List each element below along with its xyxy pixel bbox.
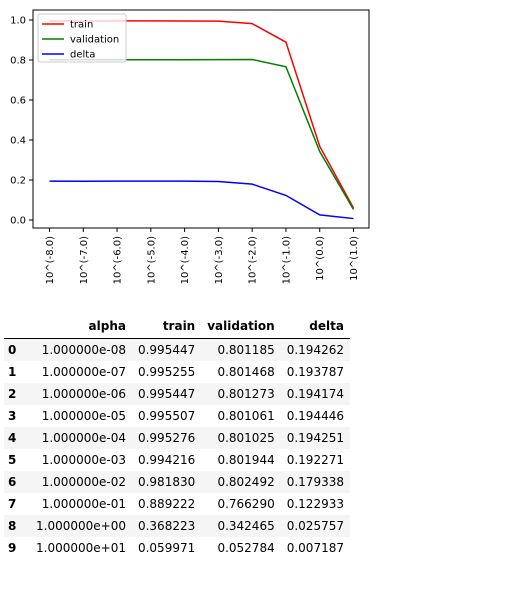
cell-alpha: 1.000000e-04 bbox=[41, 431, 126, 445]
x-tick-label: 10^(-4.0) bbox=[180, 236, 191, 285]
column-header-validation: validation bbox=[201, 314, 281, 339]
row-index: 5 bbox=[8, 453, 17, 467]
cell-delta: 0.193787 bbox=[286, 365, 344, 379]
cell-delta: 0.192271 bbox=[286, 453, 344, 467]
cell-validation: 0.801185 bbox=[217, 343, 275, 357]
row-index: 2 bbox=[8, 387, 17, 401]
cell-validation: 0.802492 bbox=[217, 475, 275, 489]
cell-alpha: 1.000000e-08 bbox=[41, 343, 126, 357]
row-index: 1 bbox=[8, 365, 17, 379]
x-tick-label: 10^(-6.0) bbox=[113, 236, 124, 285]
row-index: 0 bbox=[8, 343, 17, 357]
cell-validation: 0.801061 bbox=[217, 409, 275, 423]
cell-delta: 0.194446 bbox=[286, 409, 344, 423]
cell-validation: 0.801025 bbox=[217, 431, 275, 445]
cell-validation: 0.766290 bbox=[217, 497, 275, 511]
table-row: 1 1.000000e-07 0.995255 0.801468 0.19378… bbox=[4, 361, 350, 383]
table-row: 4 1.000000e-04 0.995276 0.801025 0.19425… bbox=[4, 427, 350, 449]
cell-alpha: 1.000000e+01 bbox=[36, 541, 126, 555]
cell-validation: 0.801273 bbox=[217, 387, 275, 401]
row-index: 3 bbox=[8, 409, 17, 423]
cell-train: 0.995447 bbox=[137, 387, 196, 401]
x-tick-label: 10^(-8.0) bbox=[45, 236, 56, 285]
row-index: 6 bbox=[8, 475, 17, 489]
x-tick-label: 10^(-3.0) bbox=[214, 236, 225, 285]
y-tick-label: 0.6 bbox=[10, 96, 26, 107]
y-tick-label: 0.4 bbox=[10, 136, 26, 147]
table-row: 9 1.000000e+01 0.059971 0.052784 0.00718… bbox=[4, 537, 350, 559]
cell-validation: 0.342465 bbox=[217, 519, 275, 533]
line-chart: 0.0 0.2 0.4 0.6 0.8 1.0 10^(-8.0) 10^(-7.0) 10^… bbox=[10, 9, 370, 285]
cell-train: 0.981830 bbox=[137, 475, 196, 489]
table-row: 7 1.000000e-01 0.889222 0.766290 0.12293… bbox=[4, 493, 350, 515]
cell-train: 0.995447 bbox=[137, 343, 196, 357]
cell-alpha: 1.000000e-01 bbox=[41, 497, 126, 511]
legend-label-delta: delta bbox=[70, 50, 95, 61]
cell-delta: 0.194251 bbox=[286, 431, 344, 445]
column-header-train: train bbox=[131, 314, 202, 339]
cell-train: 0.994216 bbox=[137, 453, 196, 467]
cell-alpha: 1.000000e-07 bbox=[41, 365, 126, 379]
cell-train: 0.995276 bbox=[137, 431, 196, 445]
y-tick-label: 0.8 bbox=[10, 56, 26, 67]
cell-alpha: 1.000000e-05 bbox=[41, 409, 126, 423]
cell-train: 0.368223 bbox=[137, 519, 196, 533]
legend-box bbox=[37, 13, 127, 63]
row-index: 7 bbox=[8, 497, 17, 511]
y-tick-label: 0.2 bbox=[10, 176, 26, 187]
cell-delta: 0.122933 bbox=[286, 497, 344, 511]
cell-validation: 0.801944 bbox=[217, 453, 275, 467]
cell-delta: 0.179338 bbox=[286, 475, 344, 489]
legend-label-validation: validation bbox=[70, 35, 119, 46]
cell-delta: 0.194262 bbox=[286, 343, 344, 357]
results-table: alpha train validation delta 0 1.000000e… bbox=[4, 314, 350, 559]
table-row: 3 1.000000e-05 0.995507 0.801061 0.19444… bbox=[4, 405, 350, 427]
cell-train: 0.059971 bbox=[137, 541, 196, 555]
cell-train: 0.889222 bbox=[137, 497, 196, 511]
cell-alpha: 1.000000e-03 bbox=[41, 453, 126, 467]
y-tick-label: 1.0 bbox=[10, 16, 26, 27]
table-row: 8 1.000000e+00 0.368223 0.342465 0.02575… bbox=[4, 515, 350, 537]
row-index: 4 bbox=[8, 431, 17, 445]
cell-delta: 0.194174 bbox=[286, 387, 344, 401]
row-index: 9 bbox=[8, 541, 17, 555]
column-header-alpha: alpha bbox=[30, 314, 132, 339]
series-line-delta bbox=[49, 180, 354, 220]
cell-train: 0.995507 bbox=[137, 409, 196, 423]
table-row: 2 1.000000e-06 0.995447 0.801273 0.19417… bbox=[4, 383, 350, 405]
x-tick-label: 10^(1.0) bbox=[349, 236, 360, 281]
cell-train: 0.995255 bbox=[137, 365, 196, 379]
legend-label-train: train bbox=[70, 20, 93, 31]
x-tick-label: 10^(-2.0) bbox=[248, 236, 259, 285]
x-tick-label: 10^(-7.0) bbox=[79, 236, 90, 285]
x-tick-label: 10^(0.0) bbox=[315, 236, 326, 281]
table-row: 0 1.000000e-08 0.995447 0.801185 0.19426… bbox=[4, 338, 350, 361]
y-tick-label: 0.0 bbox=[10, 216, 26, 227]
column-header-index bbox=[4, 314, 30, 339]
x-tick-label: 10^(-1.0) bbox=[281, 236, 292, 285]
cell-alpha: 1.000000e-06 bbox=[41, 387, 126, 401]
cell-alpha: 1.000000e+00 bbox=[36, 519, 126, 533]
table-row: 5 1.000000e-03 0.994216 0.801944 0.19227… bbox=[4, 449, 350, 471]
cell-validation: 0.801468 bbox=[217, 365, 275, 379]
x-tick-label: 10^(-5.0) bbox=[146, 236, 157, 285]
column-header-delta: delta bbox=[280, 314, 350, 339]
table-row: 6 1.000000e-02 0.981830 0.802492 0.17933… bbox=[4, 471, 350, 493]
table-header-row: alpha train validation delta bbox=[4, 314, 350, 339]
row-index: 8 bbox=[8, 519, 17, 533]
cell-validation: 0.052784 bbox=[217, 541, 275, 555]
cell-delta: 0.025757 bbox=[286, 519, 344, 533]
cell-alpha: 1.000000e-02 bbox=[41, 475, 126, 489]
cell-delta: 0.007187 bbox=[286, 541, 344, 555]
